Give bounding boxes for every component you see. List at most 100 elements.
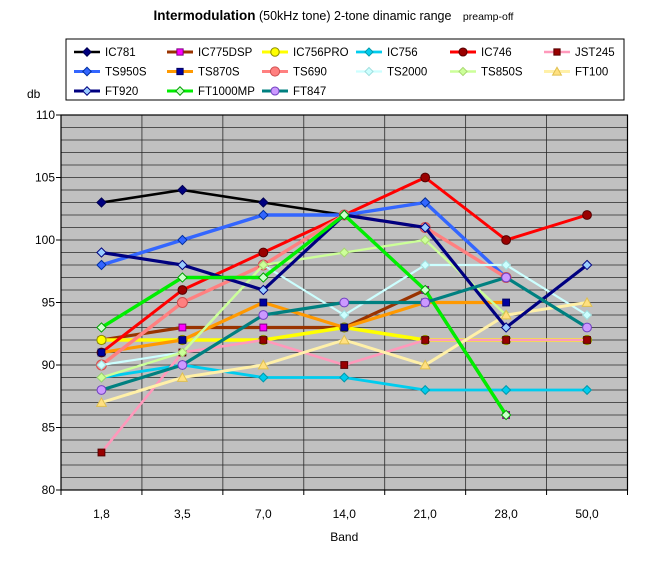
- legend-marker-diamond-icon: [82, 66, 92, 77]
- series-marker-ft100: [257, 359, 270, 370]
- series-marker-ft1000mp: [177, 272, 188, 283]
- legend-item-ic746: [450, 47, 476, 57]
- x-tick-label: 21,0: [413, 507, 437, 521]
- series-marker-ft100: [95, 396, 108, 407]
- legend-label: IC746: [481, 47, 512, 59]
- chart-title-suffix: preamp-off: [462, 11, 514, 23]
- series-marker-ft847: [258, 310, 269, 320]
- series-marker-ts950s: [419, 197, 431, 208]
- series-marker-ts850s: [96, 372, 107, 383]
- series-marker-ic756: [258, 372, 269, 383]
- y-tick-label: 80: [42, 483, 56, 497]
- legend-item-ic756: [356, 47, 382, 57]
- chart-title-main: Intermodulation: [153, 8, 256, 23]
- series-marker-ft847: [582, 322, 592, 333]
- legend-label: JST245: [575, 47, 615, 59]
- y-axis-title: db: [27, 87, 41, 101]
- series-marker-ft100: [500, 309, 512, 320]
- series-marker-ts2000: [339, 309, 350, 321]
- legend-item-ft1000mp: [167, 86, 193, 96]
- legend-item-jst245: [544, 48, 570, 56]
- series-marker-ts870s: [340, 323, 349, 332]
- series-line-ft1000mp: [99, 213, 508, 417]
- series-marker-jst245: [340, 361, 349, 369]
- series-marker-ts850s: [177, 347, 188, 358]
- series-ts850s: [96, 234, 512, 383]
- series-marker-ft1000mp: [96, 322, 107, 333]
- series-marker-ts2000: [96, 359, 107, 371]
- series-marker-ts2000: [581, 309, 593, 321]
- series-marker-ft100: [176, 371, 189, 382]
- series-marker-ft100: [419, 359, 431, 370]
- series-ft1000mp: [96, 209, 512, 421]
- series-marker-jst245: [421, 336, 430, 344]
- legend-box: [65, 38, 625, 101]
- series-marker-ft920: [500, 322, 512, 333]
- legend-marker-circle-icon: [270, 47, 280, 57]
- y-tick-label: 110: [36, 108, 55, 122]
- series-marker-jst245: [97, 448, 106, 457]
- legend-label: IC756PRO: [293, 47, 349, 59]
- series-marker-ic746: [258, 247, 269, 258]
- series-marker-ts950s: [96, 259, 107, 271]
- series-marker-ts2000: [501, 259, 512, 271]
- legend-marker-triangle-icon: [551, 66, 563, 76]
- legend-marker-square-icon: [553, 48, 561, 56]
- series-marker-ft847: [96, 385, 107, 395]
- series-marker-ft847: [501, 272, 512, 283]
- legend-label: TS2000: [387, 67, 427, 79]
- legend-marker-diamond-icon: [175, 86, 185, 96]
- series-marker-ic781: [258, 197, 269, 208]
- series-marker-ts850s: [339, 247, 350, 258]
- legend-item-ft100: [544, 66, 570, 76]
- series-marker-ic756pro: [96, 334, 107, 346]
- legend-item-ic756pro: [262, 47, 288, 57]
- legend-item-ft920: [74, 86, 100, 96]
- legend-item-ts2000: [356, 66, 382, 77]
- x-axis-title: Band: [330, 530, 358, 544]
- legend-item-ft847: [262, 86, 288, 96]
- series-marker-ic775dsp: [178, 323, 187, 332]
- series-marker-ft847: [339, 297, 350, 308]
- series-marker-ic781: [96, 197, 107, 208]
- series-marker-ts2000: [420, 259, 431, 271]
- series-marker-ic781: [177, 184, 188, 196]
- series-marker-ft1000mp: [419, 284, 431, 296]
- y-tick-label: 105: [35, 171, 55, 185]
- series-marker-ts690: [176, 297, 188, 308]
- legend-label: TS690: [293, 67, 327, 79]
- series-ft100: [95, 296, 593, 407]
- x-tick-label: 28,0: [494, 507, 518, 521]
- legend-label: FT847: [293, 86, 326, 98]
- series-marker-ft100: [338, 334, 350, 345]
- legend-marker-diamond-icon: [458, 66, 468, 77]
- x-tick-label: 3,5: [174, 507, 191, 521]
- series-marker-ts950s: [177, 234, 188, 246]
- legend-marker-circle-icon: [270, 86, 280, 96]
- series-marker-ft920: [96, 247, 107, 258]
- series-line-ts850s: [100, 238, 508, 379]
- series-marker-ft847: [420, 297, 431, 308]
- legend-label: FT100: [575, 67, 608, 79]
- legend-label: TS870S: [198, 67, 240, 79]
- series-marker-jst245: [583, 336, 591, 344]
- x-tick-label: 7,0: [255, 507, 272, 521]
- legend-label: FT1000MP: [198, 86, 255, 98]
- legend-marker-circle-icon: [458, 47, 468, 57]
- series-marker-ts870s: [178, 336, 187, 344]
- legend-item-ic775dsp: [167, 48, 193, 56]
- x-tick-label: 50,0: [575, 507, 599, 521]
- series-marker-ic746: [177, 285, 188, 295]
- legend-label: IC781: [105, 47, 136, 59]
- legend: [65, 38, 625, 101]
- legend-label: IC756: [387, 47, 418, 59]
- series-marker-ft920: [177, 259, 188, 271]
- legend-item-ts870s: [167, 67, 193, 76]
- legend-item-ts950s: [74, 66, 100, 77]
- legend-marker-square-icon: [176, 48, 184, 56]
- series-marker-ts950s: [258, 209, 269, 221]
- y-tick-label: 100: [35, 233, 55, 247]
- legend-label: FT920: [105, 86, 138, 98]
